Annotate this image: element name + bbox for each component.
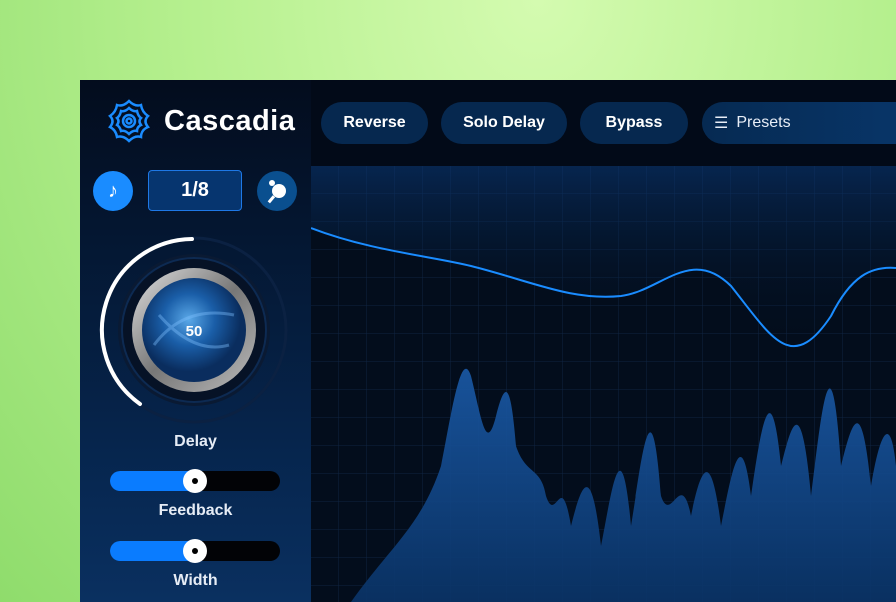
tempo-sync-button[interactable]: ♪	[93, 171, 133, 211]
delay-level-arc	[99, 237, 194, 406]
bypass-button[interactable]: Bypass	[580, 102, 688, 144]
sidebar: Cascadia ♪ 1/8 50 Delay Feedback	[80, 80, 311, 602]
delay-spectrum-graph[interactable]	[311, 166, 896, 602]
spectrum-fill	[351, 368, 896, 602]
music-note-icon: ♪	[108, 179, 118, 202]
width-label: Width	[173, 572, 218, 589]
filter-curve	[311, 227, 896, 348]
delay-label: Delay	[174, 433, 217, 450]
width-slider[interactable]	[110, 539, 280, 563]
solo-delay-button[interactable]: Solo Delay	[441, 102, 567, 144]
list-icon: ☰	[714, 115, 729, 132]
delay-knob[interactable]: 50	[94, 235, 294, 435]
feedback-label: Feedback	[158, 502, 233, 519]
plugin-window: Cascadia ♪ 1/8 50 Delay Feedback	[80, 80, 896, 602]
app-name: Cascadia	[164, 104, 296, 137]
rate-display[interactable]: 1/8	[148, 170, 242, 211]
ping-pong-button[interactable]	[257, 171, 297, 211]
ping-pong-icon	[267, 180, 286, 204]
delay-value: 50	[186, 323, 203, 340]
spiral-flower-icon	[108, 99, 151, 143]
feedback-slider[interactable]	[110, 469, 280, 493]
logo: Cascadia	[106, 98, 295, 144]
feedback-thumb[interactable]	[183, 469, 207, 493]
presets-dropdown[interactable]: ☰ Presets	[702, 102, 896, 144]
presets-label: Presets	[736, 114, 791, 131]
width-thumb[interactable]	[183, 539, 207, 563]
reverse-button[interactable]: Reverse	[321, 102, 428, 144]
